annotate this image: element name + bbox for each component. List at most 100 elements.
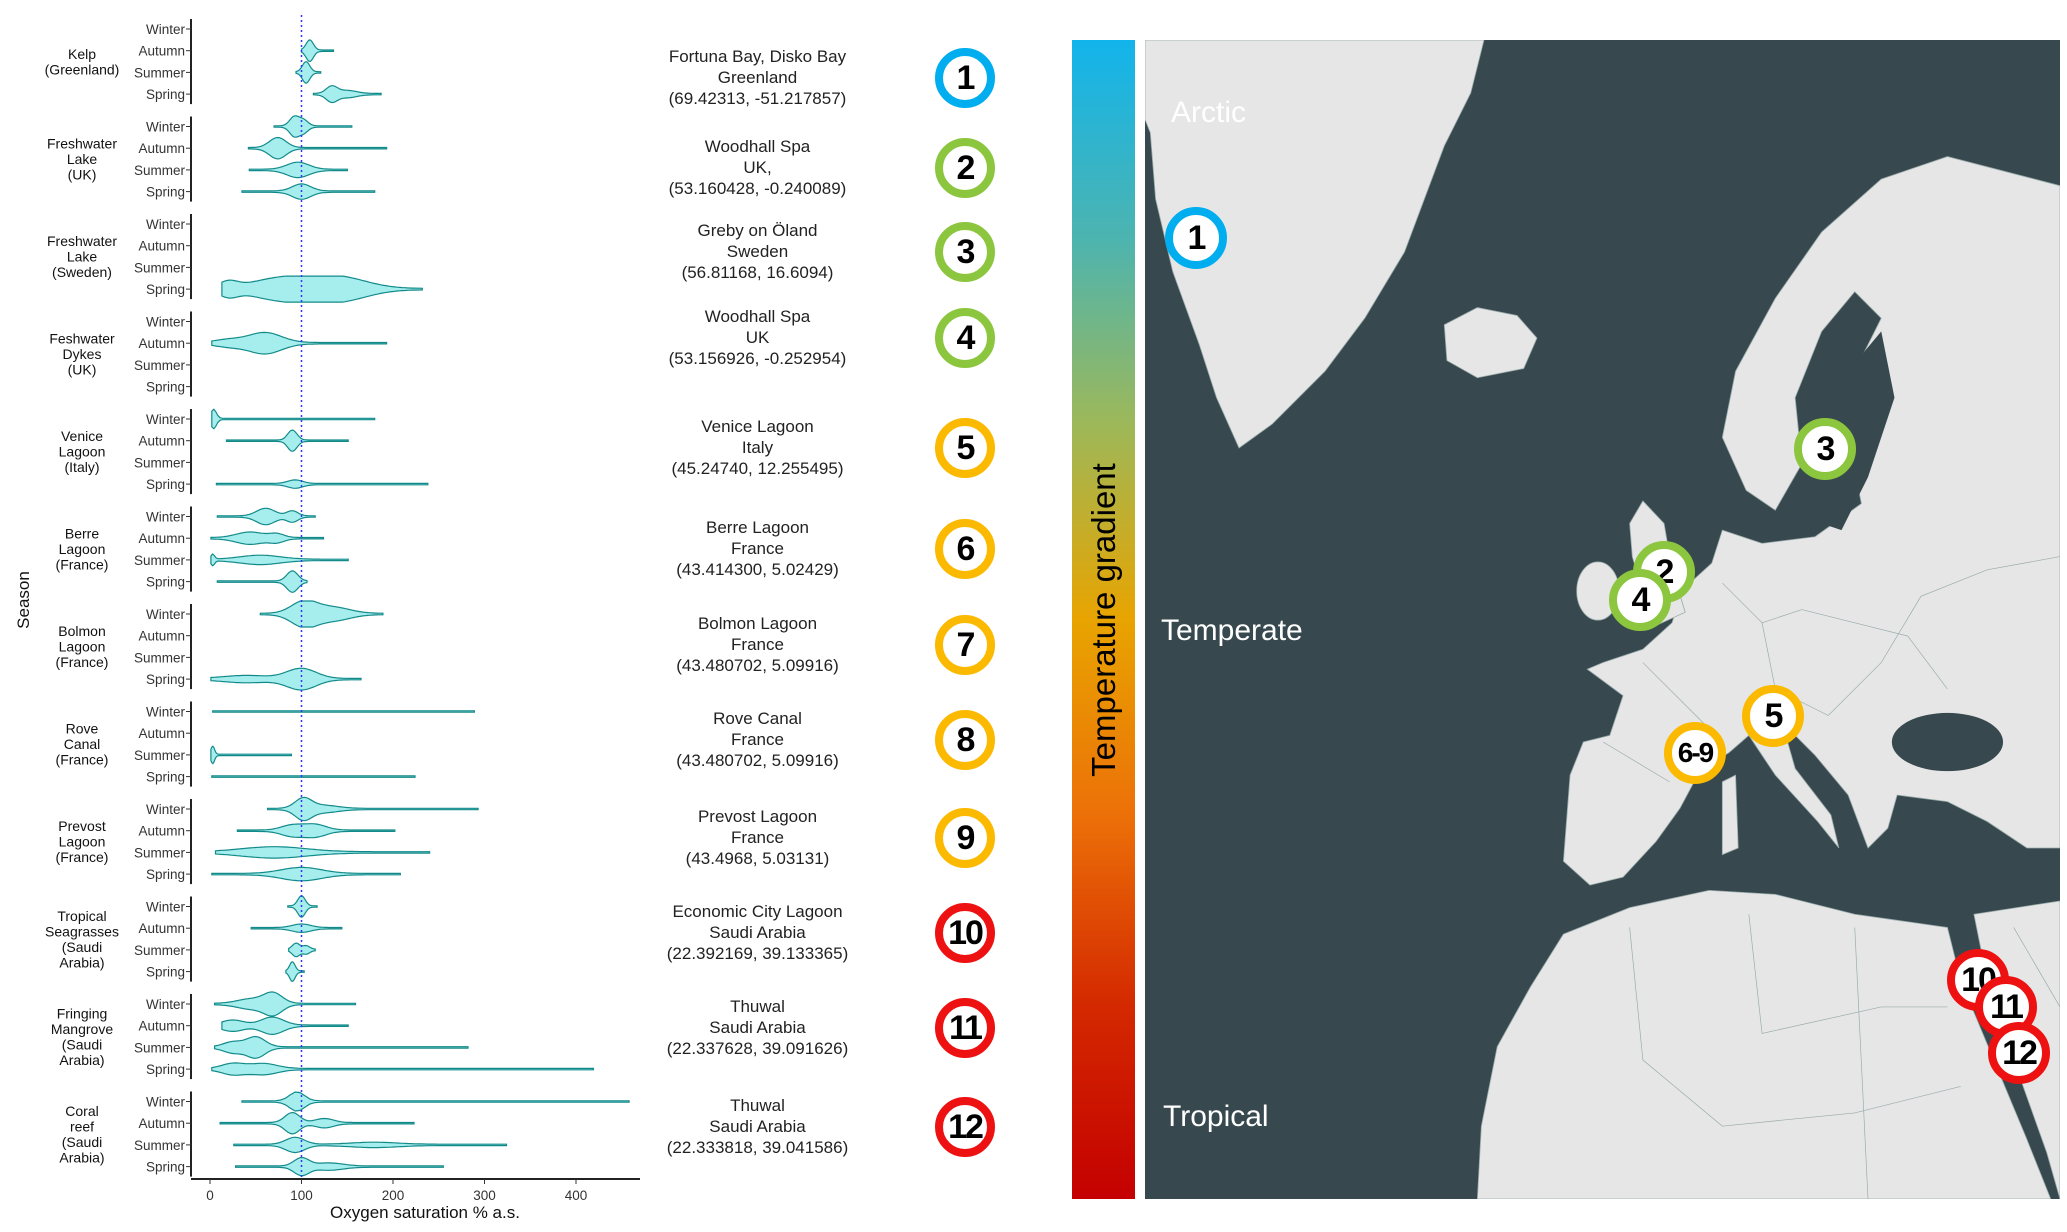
- season-tick-label: Winter: [146, 412, 186, 427]
- violin-autumn: [221, 1016, 349, 1036]
- site-number-badge: 1: [935, 48, 995, 108]
- site-country: Sweden: [726, 242, 789, 261]
- season-tick-label: Winter: [146, 217, 186, 232]
- country-borders: [1602, 556, 2061, 1200]
- x-tick-label: 300: [473, 1188, 496, 1203]
- site-coords: (56.81168, 16.6094): [681, 263, 834, 282]
- violin-summer: [248, 161, 348, 179]
- violin-winter: [287, 895, 318, 918]
- group-label: Arabia): [59, 1149, 104, 1165]
- season-tick-label: Winter: [146, 997, 186, 1012]
- site-coords: (53.160428, -0.240089): [668, 179, 847, 198]
- site-description: Berre Lagoon France (43.414300, 5.02429): [640, 517, 875, 580]
- site-name: Thuwal: [730, 1096, 785, 1115]
- site-description: Venice Lagoon Italy (45.24740, 12.255495): [640, 416, 875, 479]
- site-country: France: [731, 730, 784, 749]
- violin-winter: [273, 115, 353, 138]
- season-tick-label: Autumn: [138, 921, 185, 936]
- group-label: Coral: [65, 1103, 98, 1119]
- group-label: reef: [70, 1118, 94, 1134]
- group-label: Freshwater: [47, 136, 117, 152]
- group-label: Rove: [66, 721, 99, 737]
- zone-label-tropical: Tropical: [1163, 1100, 1269, 1133]
- group-label: Arabia): [59, 954, 104, 970]
- site-name: Rove Canal: [713, 709, 802, 728]
- season-tick-label: Winter: [146, 900, 186, 915]
- season-tick-label: Spring: [146, 867, 185, 882]
- map-marker-1: 1: [1165, 207, 1227, 269]
- site-coords: (43.4968, 5.03131): [685, 849, 830, 868]
- site-name: Economic City Lagoon: [672, 902, 843, 921]
- site-description: Fortuna Bay, Disko Bay Greenland (69.42313…: [640, 46, 875, 109]
- season-tick-label: Winter: [146, 1095, 186, 1110]
- site-country: Saudi Arabia: [709, 1117, 806, 1136]
- site-description: Bolmon Lagoon France (43.480702, 5.09916): [640, 613, 875, 676]
- site-name: Greby on Öland: [697, 221, 818, 240]
- violin-spring: [235, 1157, 444, 1177]
- group-label: Lake: [67, 249, 98, 265]
- site-coords: (69.42313, -51.217857): [668, 89, 847, 108]
- group-label: Lagoon: [59, 639, 106, 655]
- group-label: (Italy): [65, 459, 100, 475]
- violin-autumn: [225, 429, 349, 452]
- site-description: Economic City Lagoon Saudi Arabia (22.3921…: [640, 901, 875, 964]
- violin-spring: [211, 1062, 594, 1076]
- season-tick-label: Autumn: [138, 434, 185, 449]
- season-tick-label: Autumn: [138, 726, 185, 741]
- season-tick-label: Spring: [146, 282, 185, 297]
- site-country: Greenland: [717, 68, 798, 87]
- group-label: Lake: [67, 151, 98, 167]
- site-country: France: [731, 539, 784, 558]
- zone-label-arctic: Arctic: [1171, 96, 1246, 129]
- site-name: Venice Lagoon: [701, 417, 814, 436]
- site-coords: (22.337628, 39.091626): [666, 1039, 849, 1058]
- season-tick-label: Summer: [134, 260, 186, 275]
- season-tick-label: Autumn: [138, 239, 185, 254]
- temperature-colorbar: [1072, 40, 1135, 1199]
- x-tick-label: 200: [382, 1188, 405, 1203]
- map-marker-5: 5: [1742, 685, 1804, 747]
- group-label: Lagoon: [59, 834, 106, 850]
- season-tick-label: Spring: [146, 185, 185, 200]
- season-tick-label: Summer: [134, 1040, 186, 1055]
- violin-winter: [259, 600, 384, 628]
- violin-winter: [241, 1091, 630, 1112]
- season-tick-label: Spring: [146, 770, 185, 785]
- season-tick-label: Autumn: [138, 141, 185, 156]
- season-tick-label: Summer: [134, 1138, 186, 1153]
- violin-spring: [211, 775, 416, 778]
- site-coords: (22.333818, 39.041586): [666, 1138, 849, 1157]
- site-number-badge: 8: [935, 710, 995, 770]
- site-number-badge: 9: [935, 808, 995, 868]
- season-tick-label: Summer: [134, 358, 186, 373]
- site-description: Thuwal Saudi Arabia (22.333818, 39.041586): [640, 1095, 875, 1158]
- site-number-badge: 3: [935, 222, 995, 282]
- site-number-badge: 6: [935, 519, 995, 579]
- season-tick-label: Autumn: [138, 1116, 185, 1131]
- site-number-badge: 4: [935, 308, 995, 368]
- x-tick-label: 0: [206, 1188, 214, 1203]
- season-tick-label: Autumn: [138, 824, 185, 839]
- site-name: Thuwal: [730, 997, 785, 1016]
- group-label: (France): [56, 752, 109, 768]
- site-number-badge: 7: [935, 615, 995, 675]
- violin-autumn: [219, 1111, 415, 1135]
- site-number-badge: 5: [935, 418, 995, 478]
- site-description: Rove Canal France (43.480702, 5.09916): [640, 708, 875, 771]
- map-marker-4: 4: [1609, 569, 1671, 631]
- map-marker-6-9: 6-9: [1664, 722, 1726, 784]
- season-tick-label: Autumn: [138, 336, 185, 351]
- season-tick-label: Winter: [146, 607, 186, 622]
- facet-group: Kelp(Greenland) Winter Autumn Summer Spring: [45, 19, 382, 105]
- iceland: [1443, 307, 1538, 379]
- violin-summer: [233, 1136, 508, 1154]
